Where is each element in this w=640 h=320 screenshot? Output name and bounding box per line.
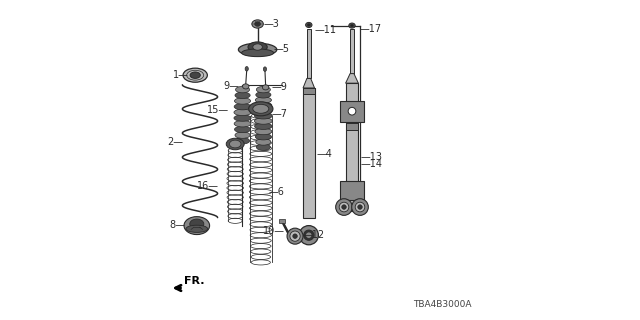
Text: 8—: 8— [169,220,185,230]
Ellipse shape [339,202,349,212]
Text: 16—: 16— [197,180,219,191]
Ellipse shape [236,138,250,144]
Polygon shape [303,78,315,88]
Ellipse shape [230,140,241,148]
Text: 1—: 1— [173,70,189,80]
Bar [303,88,314,94]
Ellipse shape [292,234,297,238]
Ellipse shape [234,103,251,110]
Ellipse shape [287,228,303,244]
Ellipse shape [256,92,271,98]
Ellipse shape [234,109,251,116]
Ellipse shape [256,86,271,93]
Text: —11: —11 [314,25,336,36]
Ellipse shape [255,97,271,103]
Ellipse shape [190,72,200,78]
Text: 15—: 15— [207,105,229,116]
Ellipse shape [306,232,312,238]
Text: —7: —7 [271,108,287,119]
Ellipse shape [255,133,271,140]
Text: TBA4B3000A: TBA4B3000A [413,300,472,309]
Ellipse shape [358,205,362,209]
Ellipse shape [183,68,207,82]
Text: —12: —12 [302,229,324,240]
Ellipse shape [300,226,319,245]
Bar [340,101,364,122]
Bar [340,181,364,200]
Ellipse shape [255,123,272,130]
Bar [303,88,314,218]
Text: 9—: 9— [223,81,239,91]
Text: —13: —13 [361,152,383,162]
Ellipse shape [349,23,355,28]
Text: FR.: FR. [184,276,205,286]
Ellipse shape [235,92,250,99]
Ellipse shape [243,84,249,89]
Ellipse shape [304,230,314,240]
Ellipse shape [252,20,264,28]
Ellipse shape [236,86,250,93]
Bar [350,29,354,74]
Ellipse shape [234,121,251,127]
Ellipse shape [255,107,272,114]
Bar [346,123,358,130]
Ellipse shape [234,126,251,132]
Ellipse shape [255,102,272,108]
Text: —6: —6 [268,187,284,197]
Text: —9: —9 [271,82,287,92]
Ellipse shape [264,67,267,71]
Ellipse shape [186,225,208,232]
Text: —3: —3 [264,19,280,29]
Ellipse shape [249,102,273,116]
Ellipse shape [255,128,272,135]
Ellipse shape [290,231,300,241]
Ellipse shape [336,199,352,215]
Ellipse shape [255,113,272,119]
Ellipse shape [255,118,272,124]
Text: 2—: 2— [167,137,183,148]
Text: —14: —14 [361,159,383,169]
Ellipse shape [234,115,251,121]
Ellipse shape [355,202,365,212]
Ellipse shape [234,98,251,104]
Ellipse shape [248,42,268,52]
Ellipse shape [306,22,312,28]
Ellipse shape [348,108,356,115]
Ellipse shape [307,24,310,26]
Bar [280,219,285,223]
Ellipse shape [184,217,210,235]
Ellipse shape [256,144,271,150]
Ellipse shape [189,219,204,229]
Ellipse shape [352,199,369,215]
Bar [346,83,358,211]
Ellipse shape [253,104,269,113]
Ellipse shape [342,205,346,209]
Text: —17: —17 [359,24,381,34]
Ellipse shape [255,22,260,26]
Ellipse shape [262,85,269,90]
Text: —5: —5 [274,44,290,54]
Ellipse shape [351,24,354,27]
Ellipse shape [242,49,274,57]
Bar [307,29,311,78]
Text: —4: —4 [316,148,332,159]
Ellipse shape [245,67,248,71]
Ellipse shape [253,44,262,50]
Ellipse shape [256,139,271,145]
Text: 10—: 10— [264,226,285,236]
Ellipse shape [235,132,250,138]
Ellipse shape [227,138,244,150]
Ellipse shape [239,43,277,56]
Polygon shape [346,74,358,83]
